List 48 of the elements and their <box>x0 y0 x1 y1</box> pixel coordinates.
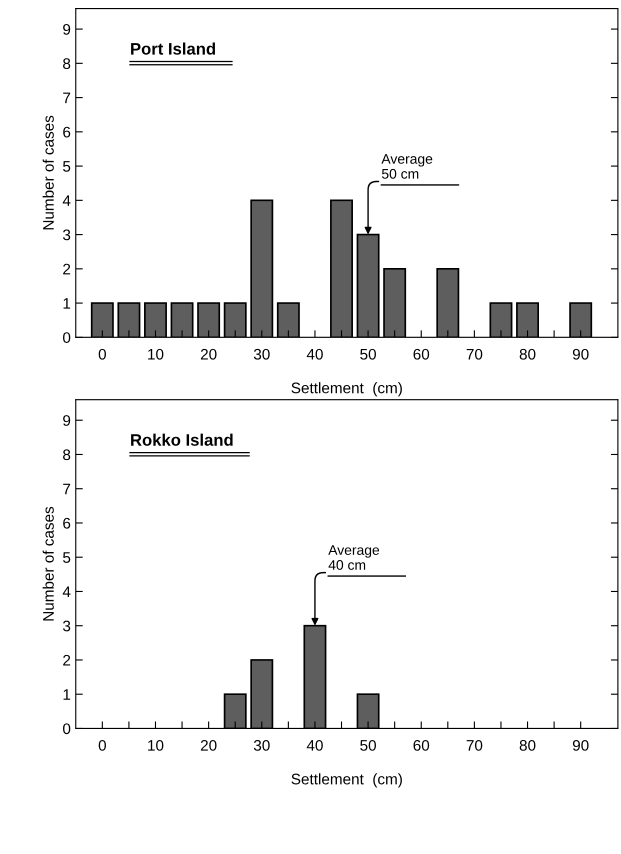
y-tick-label: 4 <box>62 195 70 206</box>
x-tick-label: 20 <box>200 740 217 751</box>
y-tick-label: 6 <box>63 518 70 529</box>
x-tick-label: 30 <box>254 740 270 751</box>
x-tick-label: 80 <box>520 740 536 751</box>
x-tick-label: 60 <box>414 348 430 360</box>
x-tick-label: 0 <box>98 740 106 751</box>
y-tick-label: 5 <box>63 552 70 563</box>
y-tick-label: 6 <box>63 126 70 138</box>
x-tick-label: 30 <box>254 348 270 360</box>
y-tick-label: 5 <box>63 161 70 172</box>
x-tick-label: 50 <box>360 740 376 751</box>
y-tick-label: 9 <box>63 415 70 426</box>
y-tick-label: 3 <box>62 229 70 240</box>
x-tick-label: 40 <box>306 348 323 360</box>
x-tick-label: 0 <box>98 348 106 360</box>
x-tick-label: 40 <box>306 740 323 751</box>
text: Port Island <box>131 42 216 55</box>
x-tick-label: 80 <box>520 348 536 360</box>
x-tick-label: 70 <box>466 348 482 360</box>
y-tick-label: 1 <box>64 298 70 309</box>
y-axis-title: Number of cases <box>42 506 54 621</box>
text: Rokko Island <box>131 434 233 446</box>
y-tick-label: 2 <box>63 654 70 666</box>
x-tick-label: 60 <box>414 740 430 751</box>
x-tick-label: 50 <box>360 348 376 360</box>
x-tick-label: 90 <box>572 740 589 751</box>
y-tick-label: 0 <box>63 332 70 344</box>
x-axis-title: Settlement (cm) <box>291 773 402 788</box>
y-tick-label: 2 <box>63 264 70 274</box>
x-axis-title: Settlement (cm) <box>291 382 402 396</box>
y-tick-label: 8 <box>63 58 70 70</box>
y-tick-label: 8 <box>63 449 70 460</box>
y-tick-label: 1 <box>64 689 70 700</box>
y-tick-label: 3 <box>62 620 70 632</box>
y-tick-label: 7 <box>63 92 70 104</box>
x-tick-label: 70 <box>466 740 482 751</box>
y-tick-label: 7 <box>63 484 70 494</box>
y-tick-label: 4 <box>62 586 70 597</box>
annotation: Average 40 cm <box>328 545 380 570</box>
x-tick-label: 10 <box>148 348 164 360</box>
x-tick-label: 20 <box>200 348 217 360</box>
x-tick-label: 10 <box>148 740 164 751</box>
x-tick-label: 90 <box>572 348 589 360</box>
y-tick-label: 9 <box>63 24 70 35</box>
y-tick-label: 0 <box>63 723 70 734</box>
y-axis-title: Number of cases <box>42 116 54 230</box>
annotation: Average 50 cm <box>381 154 432 179</box>
